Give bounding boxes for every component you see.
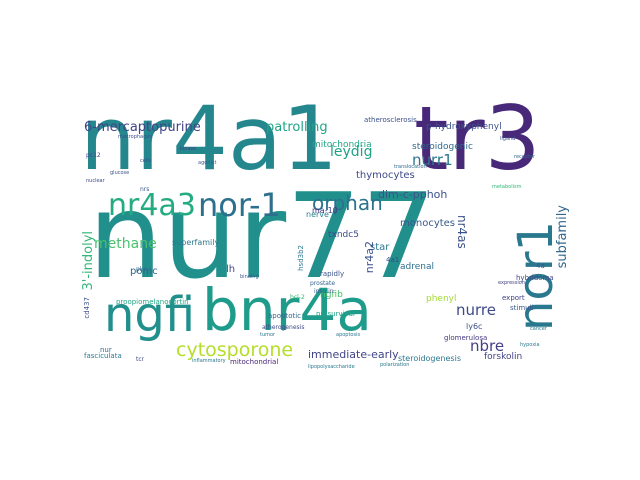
word: adrenal: [400, 262, 434, 272]
word: glucose: [110, 170, 130, 176]
word: ngfib: [320, 290, 343, 300]
word: hybridoma: [516, 274, 554, 282]
word: subfamily: [555, 205, 570, 269]
word: hypoxia: [520, 342, 540, 348]
word: patrolling: [266, 120, 328, 135]
word: superfamily: [172, 238, 220, 247]
word: nurr1: [412, 151, 453, 169]
word: nbre: [470, 337, 505, 355]
word-cloud: nur77 nr4a1 tr3 ngfi bnr4a nor1 nr4a3 no…: [80, 87, 570, 370]
word: bnr4a: [202, 276, 372, 344]
word: thymocytes: [356, 170, 415, 181]
word: lh: [226, 264, 236, 275]
word: tumor: [260, 332, 276, 338]
word: txndc5: [328, 230, 359, 240]
word: 3'-indolyl: [81, 231, 96, 291]
word: nur: [100, 346, 112, 354]
word: atherogenesis: [262, 324, 305, 331]
word: ly6c: [466, 322, 483, 331]
word: tr3: [414, 87, 541, 190]
word: translocation: [394, 164, 427, 170]
word: immediate-early: [308, 348, 399, 361]
word: agonist: [198, 160, 217, 166]
word: macrophages: [118, 134, 152, 140]
word: 4a1: [386, 256, 400, 264]
word: orphan: [312, 191, 383, 215]
word: nr4a3: [108, 188, 196, 223]
word: mitochondria: [312, 140, 372, 150]
word: apoptotic: [268, 312, 302, 320]
word: nr4a2: [363, 241, 376, 274]
word: nuclear: [86, 178, 105, 184]
word: rapidly: [320, 270, 345, 278]
word: nur77: [88, 167, 437, 305]
word: lipopolysaccharide: [308, 364, 355, 370]
word: nr4a1: [80, 87, 338, 190]
word: bcl-2: [290, 294, 305, 301]
word: fasciculata: [84, 352, 122, 360]
word: pc12: [86, 152, 101, 159]
word: glomerulosa: [444, 334, 488, 342]
word: prostate: [310, 280, 336, 287]
word: kinase: [180, 146, 197, 152]
word: pomc: [130, 266, 158, 277]
word: hsd3b2: [297, 245, 305, 271]
word: cancer: [530, 326, 547, 332]
word: ngfi: [104, 287, 196, 343]
word: cells: [140, 158, 152, 164]
word: monocytes: [400, 218, 456, 229]
word: 4a: [536, 262, 545, 270]
word: stimuli: [510, 304, 534, 312]
word: export: [502, 294, 525, 302]
word: 6-mercaptopurine: [84, 120, 201, 135]
word: steroidogenesis: [398, 354, 461, 363]
word: expression: [498, 280, 525, 286]
word: steroidogenic: [412, 142, 473, 152]
word: metabolism: [492, 184, 522, 190]
word: insulin: [314, 288, 334, 295]
word: proopiomelanocortin: [116, 298, 189, 306]
word: inflammatory: [192, 358, 226, 364]
word: polarization: [380, 362, 410, 368]
word: nor-1: [198, 186, 281, 224]
word: mitochondrial: [230, 358, 279, 366]
word: cd437: [83, 297, 91, 319]
word: nurre: [456, 301, 496, 319]
word: tcr: [136, 356, 145, 363]
word: dim-c-pphoh: [378, 188, 448, 201]
word: ligand: [500, 136, 516, 142]
word: cytosporone: [176, 339, 294, 361]
word: phenyl: [426, 294, 457, 304]
word: apoptosis: [336, 332, 361, 338]
word: pkc: [136, 266, 147, 273]
word: p-hydroxyphenyl: [426, 122, 502, 132]
word: nrs: [140, 186, 150, 193]
word: forskolin: [484, 352, 523, 362]
word: star: [370, 242, 390, 253]
word: atherosclerosis: [364, 116, 417, 124]
word: binding: [240, 274, 259, 280]
word: nr4as: [455, 215, 469, 249]
word: receptor: [514, 154, 536, 160]
word: ma-10: [312, 206, 338, 215]
word: methane: [94, 236, 157, 252]
word: nerve: [306, 210, 329, 219]
word: leydig: [330, 144, 373, 160]
word: prosurvival: [316, 310, 355, 318]
